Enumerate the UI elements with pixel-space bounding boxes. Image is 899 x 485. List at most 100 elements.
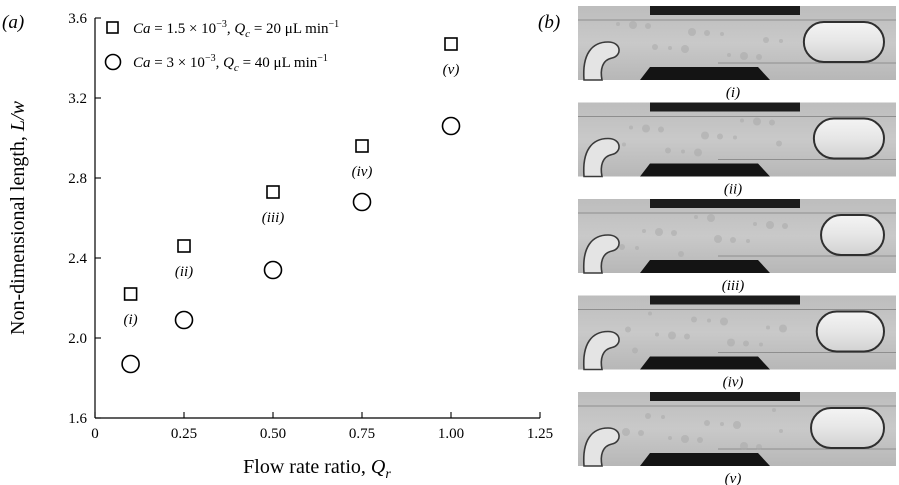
x-tick-label: 0.25 xyxy=(171,426,197,442)
inlet-meniscus xyxy=(583,234,620,274)
texture-speck xyxy=(776,140,782,147)
texture-speck xyxy=(616,22,620,26)
point-label: (ii) xyxy=(175,264,193,280)
square-data-point xyxy=(266,185,280,199)
texture-speck xyxy=(638,430,644,436)
inlet-meniscus xyxy=(583,427,620,467)
x-tick-label: 1.00 xyxy=(438,426,464,442)
micrograph-image xyxy=(578,392,896,467)
texture-speck xyxy=(720,422,724,426)
y-tick-label: 2.8 xyxy=(68,171,87,187)
plot-area: 0 0.25 0.50 0.75 1.00 1.251.62.02.42.83.23.6 … xyxy=(68,11,553,442)
legend-entry-1: Ca = 1.5 × 10−3, Qc = 20 μL min−1 xyxy=(133,19,339,40)
inlet-meniscus xyxy=(583,137,620,178)
circle-data-point xyxy=(174,310,194,330)
dark-region xyxy=(640,260,770,273)
dark-region xyxy=(650,392,800,401)
texture-speck xyxy=(701,131,709,140)
texture-speck xyxy=(694,215,698,219)
square-data-point xyxy=(444,37,458,51)
x-tick-label: 0.75 xyxy=(349,426,375,442)
texture-speck xyxy=(733,135,737,140)
y-tick-label: 2.4 xyxy=(68,251,87,267)
texture-speck xyxy=(691,316,697,323)
point-label: (i) xyxy=(124,312,138,328)
panel-a-label: (a) xyxy=(2,12,24,33)
droplet xyxy=(802,21,886,63)
texture-speck xyxy=(645,413,651,419)
texture-speck xyxy=(779,429,783,433)
texture-speck xyxy=(635,246,639,250)
texture-speck xyxy=(772,408,776,412)
data-points xyxy=(121,37,461,374)
circle-data-point xyxy=(263,260,283,280)
dark-region xyxy=(650,6,800,15)
texture-speck xyxy=(665,147,671,154)
texture-speck xyxy=(629,125,633,130)
texture-speck xyxy=(756,444,762,450)
dark-region xyxy=(640,67,770,80)
texture-speck xyxy=(681,435,689,443)
texture-speck xyxy=(645,23,651,29)
texture-speck xyxy=(648,311,652,316)
texture-speck xyxy=(753,117,761,126)
dark-region xyxy=(640,163,770,177)
texture-speck xyxy=(720,32,724,36)
texture-speck xyxy=(694,148,702,157)
image-caption: (iv) xyxy=(723,375,744,391)
texture-speck xyxy=(766,325,770,330)
texture-speck xyxy=(766,221,774,229)
droplet xyxy=(815,310,885,353)
image-caption: (ii) xyxy=(724,182,742,198)
texture-speck xyxy=(632,347,638,354)
texture-speck xyxy=(727,338,735,347)
texture-speck xyxy=(743,340,749,347)
texture-speck xyxy=(746,239,750,243)
texture-speck xyxy=(642,124,650,133)
x-axis-label: Flow rate ratio, Qr xyxy=(243,456,391,482)
texture-speck xyxy=(652,44,658,50)
droplet xyxy=(810,407,885,449)
texture-speck xyxy=(619,244,625,250)
micrograph-image xyxy=(578,295,896,371)
texture-speck xyxy=(753,222,757,226)
texture-speck xyxy=(740,442,748,450)
square-data-point xyxy=(177,239,191,253)
dark-region xyxy=(650,199,800,208)
micrograph-image xyxy=(578,199,896,274)
image-caption: (i) xyxy=(726,85,740,101)
dark-region xyxy=(640,356,770,370)
point-label: (v) xyxy=(443,62,460,78)
texture-speck xyxy=(779,324,787,333)
texture-speck xyxy=(720,317,728,326)
droplet xyxy=(820,214,886,256)
texture-speck xyxy=(678,251,684,257)
micrograph-image xyxy=(578,102,896,178)
square-data-point xyxy=(123,287,138,301)
texture-speck xyxy=(655,228,663,236)
texture-speck xyxy=(671,230,677,236)
texture-speck xyxy=(668,331,676,340)
texture-speck xyxy=(714,235,722,243)
circle-data-point xyxy=(441,116,461,136)
y-tick-label: 1.6 xyxy=(68,411,87,427)
texture-speck xyxy=(740,118,744,123)
texture-speck xyxy=(622,428,630,436)
texture-speck xyxy=(707,214,715,222)
texture-speck xyxy=(779,39,783,43)
tick-labels: 0 0.25 0.50 0.75 1.00 1.25 1.6 2.0 2.4 2.8 3.2 3.6 xyxy=(68,11,553,442)
texture-speck xyxy=(681,45,689,53)
texture-speck xyxy=(763,37,769,43)
texture-speck xyxy=(642,229,646,233)
image-caption: (v) xyxy=(725,471,742,485)
circle-data-point xyxy=(121,354,140,374)
inlet-meniscus xyxy=(583,330,620,371)
circle-data-point xyxy=(352,192,372,212)
texture-speck xyxy=(697,437,703,443)
legend: Ca = 1.5 × 10−3, Qc = 20 μL min−1 Ca = 3… xyxy=(104,19,339,74)
texture-speck xyxy=(629,21,637,29)
micrograph-image xyxy=(578,6,896,81)
texture-speck xyxy=(668,46,672,50)
y-axis-label: Non-dimensional length, L/w xyxy=(7,100,29,335)
